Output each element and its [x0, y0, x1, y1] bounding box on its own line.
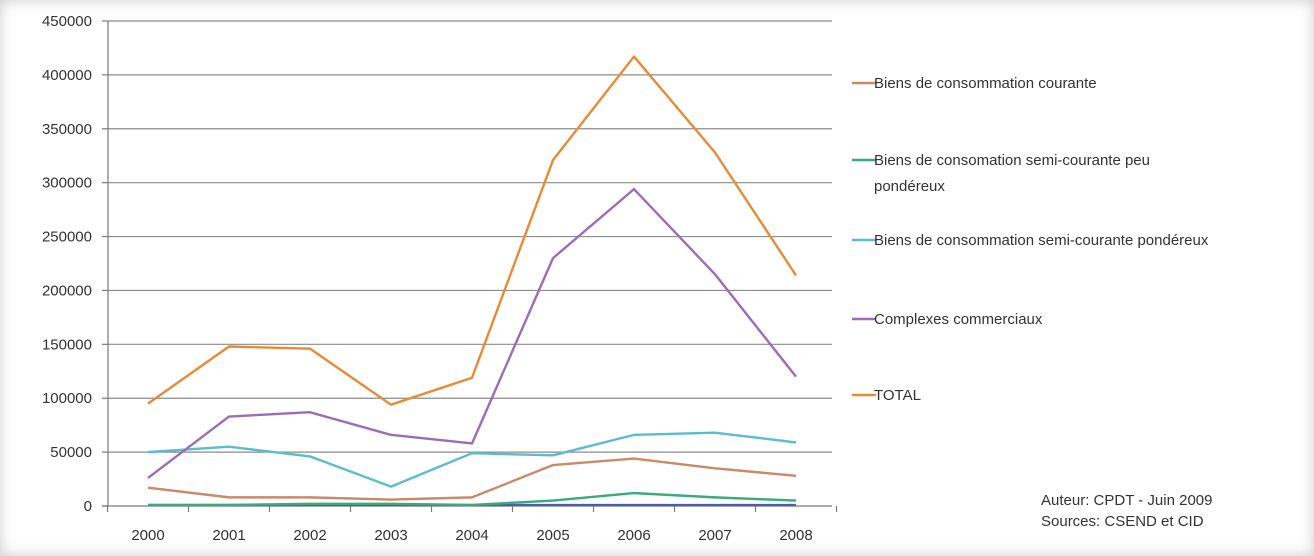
credits-note: Auteur: CPDT - Juin 2009 Sources: CSEND … [1041, 490, 1212, 532]
y-tick-label-400000: 400000 [42, 67, 92, 84]
x-tick-label-2004: 2004 [455, 527, 488, 544]
legend: Biens de consommation courante Biens de c… [852, 75, 1209, 404]
x-tick-label-2003: 2003 [374, 527, 407, 544]
y-tick-label-450000: 450000 [42, 13, 92, 30]
y-tick-label-50000: 50000 [50, 444, 92, 461]
axes: 0 50000 100000 150000 200000 250000 300000 3500… [42, 13, 838, 544]
legend-label-3-0: Complexes commerciaux [874, 311, 1043, 328]
series-lines [147, 55, 798, 507]
legend-label-0-0: Biens de consommation courante [874, 75, 1097, 92]
legend-label-2-0: Biens de consommation semi-courante pond… [874, 232, 1209, 249]
sources-credit: Sources: CSEND et CID [1041, 513, 1204, 530]
series-line-3 [147, 187, 797, 479]
y-tick-label-200000: 200000 [42, 282, 92, 299]
series-line-2 [147, 431, 797, 488]
series-line-0 [147, 457, 797, 501]
legend-label-1-0: Biens de consomation semi-courante peu [874, 152, 1150, 169]
y-tick-label-150000: 150000 [42, 336, 92, 353]
x-tick-label-2008: 2008 [779, 527, 812, 544]
y-tick-label-300000: 300000 [42, 175, 92, 192]
x-tick-label-2001: 2001 [212, 527, 245, 544]
author-credit: Auteur: CPDT - Juin 2009 [1041, 492, 1213, 509]
x-tick-label-2006: 2006 [617, 527, 650, 544]
y-tick-label-350000: 350000 [42, 121, 92, 138]
x-tick-label-2002: 2002 [293, 527, 326, 544]
series-line-1 [148, 491, 797, 507]
x-tick-label-2005: 2005 [536, 527, 569, 544]
y-tick-label-100000: 100000 [42, 390, 92, 407]
x-tick-label-2000: 2000 [131, 527, 164, 544]
legend-label-1-1: pondéreux [874, 178, 945, 195]
grid-lines [108, 20, 832, 453]
x-tick-label-2007: 2007 [698, 527, 731, 544]
legend-label-4-0: TOTAL [874, 387, 921, 404]
series-line-4 [147, 55, 798, 406]
y-tick-label-0: 0 [84, 498, 92, 515]
y-tick-label-250000: 250000 [42, 229, 92, 246]
